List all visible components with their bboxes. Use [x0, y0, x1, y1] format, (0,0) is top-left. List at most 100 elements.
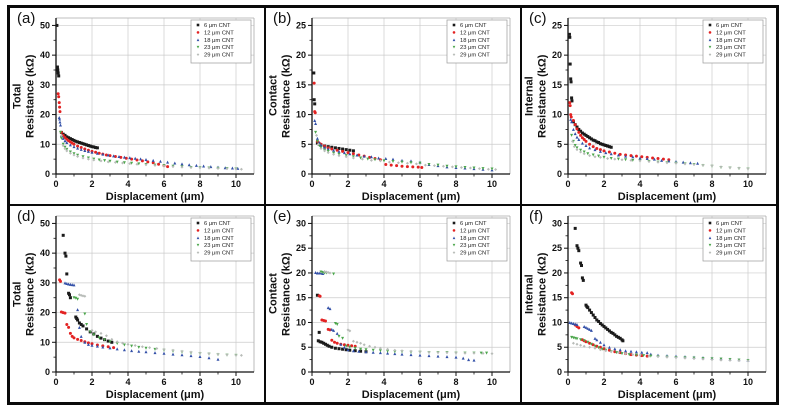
svg-text:4: 4 [125, 179, 130, 189]
panel-letter-b: (b) [273, 10, 292, 27]
svg-text:29 μm CNT: 29 μm CNT [716, 53, 746, 59]
svg-text:0: 0 [565, 377, 570, 387]
svg-text:4: 4 [381, 377, 386, 387]
svg-text:0: 0 [309, 179, 314, 189]
svg-text:6 μm CNT: 6 μm CNT [716, 221, 743, 227]
svg-text:18 μm CNT: 18 μm CNT [716, 236, 746, 242]
svg-text:0: 0 [45, 169, 50, 179]
svg-text:6 μm CNT: 6 μm CNT [460, 221, 487, 227]
svg-text:6: 6 [417, 179, 422, 189]
svg-text:0: 0 [557, 367, 562, 377]
panel-e: 0 2 4 6 8 10 0 5 10 15 20 25 30 6 μm CNT 12 μm CNT 18 μ… [265, 205, 521, 403]
svg-text:40: 40 [40, 50, 50, 60]
svg-text:5: 5 [301, 139, 306, 149]
svg-text:6: 6 [161, 377, 166, 387]
svg-text:5: 5 [301, 342, 306, 352]
x-axis-label: Displacement (μm) [105, 191, 205, 203]
svg-text:6: 6 [417, 377, 422, 387]
svg-text:0: 0 [557, 169, 562, 179]
panel-a: 0 2 4 6 8 10 0 10 20 30 40 50 6 μm CNT 12 μm CNT 18 μm… [9, 7, 265, 205]
x-axis-label: Displacement (μm) [361, 389, 461, 401]
panel-letter-a: (a) [17, 10, 36, 27]
svg-text:10: 10 [40, 139, 50, 149]
svg-text:20: 20 [40, 110, 50, 120]
svg-text:6: 6 [161, 179, 166, 189]
svg-text:2: 2 [89, 179, 94, 189]
svg-text:10: 10 [231, 179, 241, 189]
svg-text:0: 0 [301, 169, 306, 179]
svg-text:10: 10 [296, 110, 306, 120]
panel-letter-f: (f) [529, 208, 544, 225]
svg-text:15: 15 [552, 80, 562, 90]
svg-text:2: 2 [89, 377, 94, 387]
svg-text:30: 30 [40, 278, 50, 288]
svg-text:4: 4 [637, 179, 642, 189]
svg-text:23 μm CNT: 23 μm CNT [460, 45, 490, 51]
svg-text:6: 6 [673, 179, 678, 189]
y-axis-label-line1: Internal [523, 274, 536, 314]
y-axis-label-line2: Resistance (kΩ) [536, 252, 549, 336]
y-axis-label-line1: Contact [267, 273, 280, 315]
svg-text:4: 4 [637, 377, 642, 387]
x-axis-label: Displacement (μm) [361, 191, 461, 203]
svg-text:20: 20 [40, 308, 50, 318]
svg-text:10: 10 [552, 110, 562, 120]
svg-text:12 μm CNT: 12 μm CNT [204, 30, 234, 36]
svg-text:23 μm CNT: 23 μm CNT [460, 243, 490, 249]
svg-text:20: 20 [552, 50, 562, 60]
svg-text:15: 15 [296, 80, 306, 90]
svg-text:10: 10 [552, 317, 562, 327]
svg-text:5: 5 [557, 342, 562, 352]
svg-text:23 μm CNT: 23 μm CNT [716, 45, 746, 51]
panel-letter-c: (c) [529, 10, 547, 27]
svg-text:6 μm CNT: 6 μm CNT [716, 23, 743, 29]
svg-text:25: 25 [296, 243, 306, 253]
y-axis-label-line1: Contact [267, 75, 280, 117]
svg-text:29 μm CNT: 29 μm CNT [204, 53, 234, 59]
svg-text:5: 5 [557, 139, 562, 149]
svg-text:10: 10 [487, 179, 497, 189]
svg-text:30: 30 [296, 218, 306, 228]
svg-text:23 μm CNT: 23 μm CNT [204, 45, 234, 51]
svg-text:2: 2 [345, 179, 350, 189]
svg-text:15: 15 [552, 293, 562, 303]
svg-text:6 μm CNT: 6 μm CNT [204, 221, 231, 227]
panel-letter-d: (d) [17, 208, 36, 225]
svg-text:29 μm CNT: 29 μm CNT [716, 251, 746, 257]
svg-text:10: 10 [487, 377, 497, 387]
svg-text:30: 30 [40, 80, 50, 90]
svg-text:2: 2 [601, 377, 606, 387]
svg-text:0: 0 [309, 377, 314, 387]
svg-text:8: 8 [197, 377, 202, 387]
svg-text:18 μm CNT: 18 μm CNT [460, 38, 490, 44]
panel-f: 0 2 4 6 8 10 0 5 10 15 20 25 30 6 μm CNT 12 μm CNT 18 μ… [521, 205, 777, 403]
svg-text:0: 0 [53, 179, 58, 189]
panel-d: 0 2 4 6 8 10 0 10 20 30 40 50 6 μm CNT 12 μm CNT 18 μm… [9, 205, 265, 403]
svg-text:8: 8 [709, 377, 714, 387]
svg-text:2: 2 [345, 377, 350, 387]
svg-text:12 μm CNT: 12 μm CNT [204, 228, 234, 234]
svg-text:8: 8 [453, 377, 458, 387]
x-axis-label: Displacement (μm) [617, 389, 717, 401]
svg-text:50: 50 [40, 218, 50, 228]
panel-grid: 0 2 4 6 8 10 0 10 20 30 40 50 6 μm CNT 12 μm CNT 18 μm… [7, 5, 779, 405]
svg-text:25: 25 [552, 20, 562, 30]
svg-text:12 μm CNT: 12 μm CNT [460, 30, 490, 36]
svg-text:12 μm CNT: 12 μm CNT [716, 30, 746, 36]
svg-text:10: 10 [40, 337, 50, 347]
y-axis-label-line2: Resistance (kΩ) [280, 252, 293, 336]
svg-text:25: 25 [296, 20, 306, 30]
x-axis-label: Displacement (μm) [105, 389, 205, 401]
svg-text:50: 50 [40, 20, 50, 30]
svg-text:8: 8 [709, 179, 714, 189]
svg-text:23 μm CNT: 23 μm CNT [716, 243, 746, 249]
y-axis-label-line1: Total [11, 83, 24, 109]
svg-text:4: 4 [125, 377, 130, 387]
svg-text:8: 8 [197, 179, 202, 189]
svg-text:10: 10 [743, 377, 753, 387]
